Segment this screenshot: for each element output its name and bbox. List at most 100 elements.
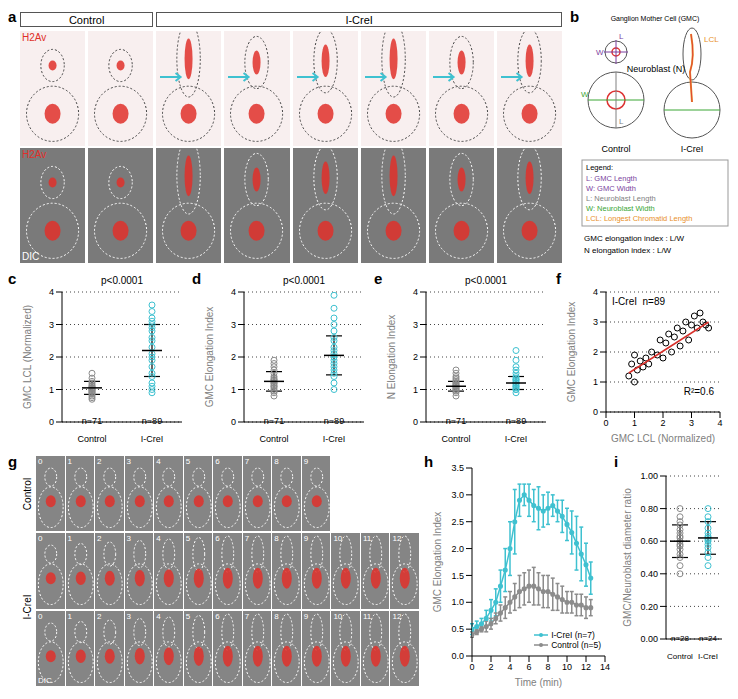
svg-text:2: 2 xyxy=(660,418,665,428)
svg-text:GMC/Neuroblast diameter ratio: GMC/Neuroblast diameter ratio xyxy=(622,488,633,627)
svg-text:n=71: n=71 xyxy=(446,416,466,426)
svg-text:4: 4 xyxy=(593,287,598,297)
svg-text:Control: Control xyxy=(601,144,630,154)
svg-text:GMC Elongation Index: GMC Elongation Index xyxy=(432,512,443,613)
svg-text:n=28: n=28 xyxy=(671,634,690,643)
svg-text:0: 0 xyxy=(231,417,236,427)
svg-text:4: 4 xyxy=(231,287,236,297)
svg-text:4: 4 xyxy=(717,418,722,428)
svg-text:N elongation index : L/W: N elongation index : L/W xyxy=(584,246,672,255)
svg-text:I-CreI: I-CreI xyxy=(505,434,528,444)
svg-text:1: 1 xyxy=(231,385,236,395)
svg-text:W: GMC Width: W: GMC Width xyxy=(586,184,636,193)
html-text:H2Av: H2Av xyxy=(22,149,47,160)
svg-text:LCL: LCL xyxy=(704,35,719,44)
svg-text:Control: Control xyxy=(667,652,693,661)
svg-text:n=71: n=71 xyxy=(82,416,102,426)
svg-text:GMC elongation index : L/W: GMC elongation index : L/W xyxy=(584,234,684,243)
svg-text:12: 12 xyxy=(581,662,591,672)
svg-text:GMC Elongation Index: GMC Elongation Index xyxy=(566,302,577,403)
svg-text:0: 0 xyxy=(469,662,474,672)
svg-text:1: 1 xyxy=(413,385,418,395)
html-text:I-CreI: I-CreI xyxy=(345,14,373,26)
svg-text:4: 4 xyxy=(507,662,512,672)
svg-text:0: 0 xyxy=(603,418,608,428)
svg-text:0.60: 0.60 xyxy=(640,536,658,546)
html-text:I-CreI: I-CreI xyxy=(612,296,637,307)
html-text:p<0.0001: p<0.0001 xyxy=(283,275,325,286)
svg-text:L: GMC Length: L: GMC Length xyxy=(586,174,637,183)
svg-text:3: 3 xyxy=(49,320,54,330)
svg-text:n=71: n=71 xyxy=(264,416,284,426)
html-text:DIC: DIC xyxy=(22,251,40,262)
svg-text:I-CreI: I-CreI xyxy=(323,434,346,444)
svg-text:8: 8 xyxy=(545,662,550,672)
svg-text:10: 10 xyxy=(562,662,572,672)
svg-text:n=89: n=89 xyxy=(142,416,162,426)
svg-text:4: 4 xyxy=(413,287,418,297)
svg-text:0: 0 xyxy=(49,417,54,427)
svg-text:L: L xyxy=(619,117,624,126)
svg-text:GMC Elongation Index: GMC Elongation Index xyxy=(204,307,215,408)
svg-text:0.00: 0.00 xyxy=(640,634,658,644)
svg-text:2.0: 2.0 xyxy=(451,544,464,554)
svg-text:n=24: n=24 xyxy=(699,634,718,643)
svg-text:1.00: 1.00 xyxy=(640,471,658,481)
svg-text:Legend:: Legend: xyxy=(586,163,613,172)
svg-text:Time (min): Time (min) xyxy=(515,677,562,688)
svg-text:Control: Control xyxy=(441,434,470,444)
svg-text:0.80: 0.80 xyxy=(640,504,658,514)
svg-text:Control: Control xyxy=(259,434,288,444)
svg-text:N Elongation Index: N Elongation Index xyxy=(386,315,397,400)
svg-text:GMC LCL (Normalized): GMC LCL (Normalized) xyxy=(611,433,715,444)
svg-text:I-CreI: I-CreI xyxy=(681,144,704,154)
svg-text:1: 1 xyxy=(632,418,637,428)
svg-text:W: W xyxy=(581,90,589,99)
svg-text:4: 4 xyxy=(49,287,54,297)
svg-text:LCL: Longest Chromatid Length: LCL: Longest Chromatid Length xyxy=(586,214,692,223)
svg-text:W: W xyxy=(596,48,604,57)
svg-text:Control: Control xyxy=(77,434,106,444)
svg-text:n=89: n=89 xyxy=(506,416,526,426)
svg-text:1.5: 1.5 xyxy=(451,571,464,581)
svg-text:I-CreI: I-CreI xyxy=(698,652,718,661)
svg-text:2.5: 2.5 xyxy=(451,517,464,527)
svg-text:3: 3 xyxy=(231,320,236,330)
svg-text:L: L xyxy=(619,32,624,41)
svg-text:I-CreI: I-CreI xyxy=(141,434,164,444)
svg-text:Neuroblast (N): Neuroblast (N) xyxy=(627,64,686,74)
svg-text:0.20: 0.20 xyxy=(640,602,658,612)
svg-text:n=89: n=89 xyxy=(324,416,344,426)
svg-text:Ganglion Mother Cell (GMC): Ganglion Mother Cell (GMC) xyxy=(611,15,700,23)
svg-text:L: Neuroblast Length: L: Neuroblast Length xyxy=(586,194,656,203)
svg-text:1.0: 1.0 xyxy=(451,597,464,607)
svg-text:3: 3 xyxy=(689,418,694,428)
svg-text:3.0: 3.0 xyxy=(451,490,464,500)
svg-text:0.5: 0.5 xyxy=(451,624,464,634)
html-text:I-CreI: I-CreI xyxy=(21,594,33,620)
html-text:H2Av: H2Av xyxy=(22,32,47,43)
svg-text:2: 2 xyxy=(413,352,418,362)
svg-text:3.5: 3.5 xyxy=(451,463,464,473)
html-text:p<0.0001: p<0.0001 xyxy=(101,275,143,286)
svg-text:0.0: 0.0 xyxy=(451,651,464,661)
html-text:Control: Control xyxy=(21,477,33,510)
svg-text:2: 2 xyxy=(488,662,493,672)
svg-text:W: Neuroblast Width: W: Neuroblast Width xyxy=(586,204,655,213)
svg-text:0: 0 xyxy=(593,407,598,417)
svg-text:3: 3 xyxy=(593,317,598,327)
html-text:n=89: n=89 xyxy=(642,296,666,307)
svg-text:2: 2 xyxy=(49,352,54,362)
svg-text:0: 0 xyxy=(413,417,418,427)
svg-text:GMC LCL (Normalized): GMC LCL (Normalized) xyxy=(22,305,33,409)
svg-text:2: 2 xyxy=(593,347,598,357)
html-text:Control: Control xyxy=(68,14,105,26)
svg-text:14: 14 xyxy=(600,662,610,672)
html-text:p<0.0001: p<0.0001 xyxy=(465,275,507,286)
svg-text:1: 1 xyxy=(593,377,598,387)
svg-text:0.40: 0.40 xyxy=(640,569,658,579)
svg-text:6: 6 xyxy=(526,662,531,672)
svg-text:3: 3 xyxy=(413,320,418,330)
svg-text:2: 2 xyxy=(231,352,236,362)
svg-text:1: 1 xyxy=(49,385,54,395)
